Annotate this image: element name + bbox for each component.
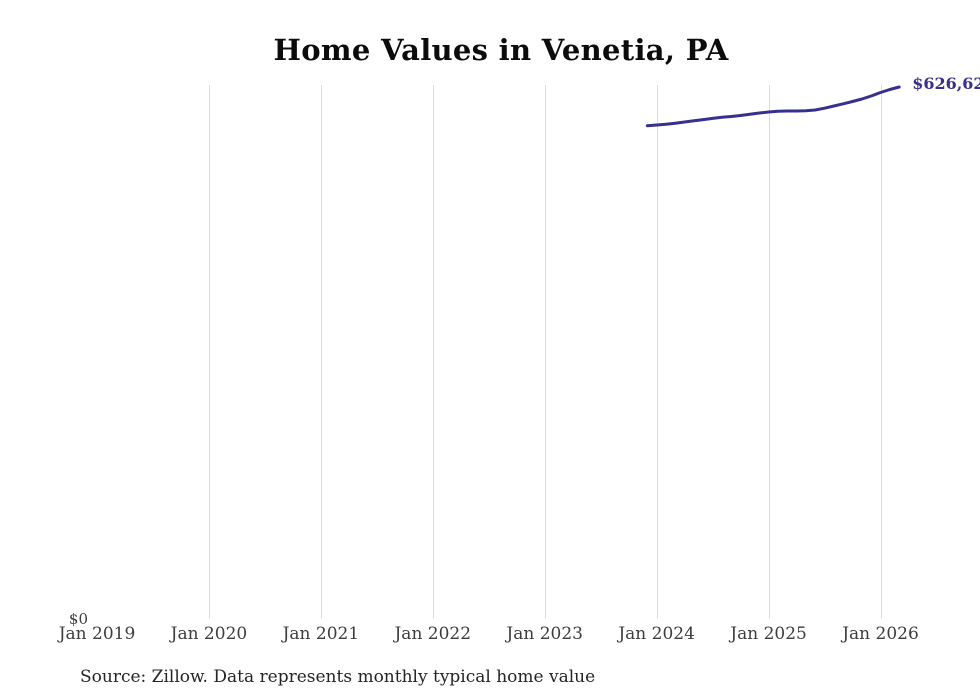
x-tick-label-2019: Jan 2019 [58, 624, 136, 644]
x-tick-label-2026: Jan 2026 [842, 624, 919, 644]
source-note: Source: Zillow. Data represents monthly … [80, 667, 596, 687]
x-tick-label-2023: Jan 2023 [506, 624, 584, 644]
x-tick-label-2021: Jan 2021 [282, 624, 360, 644]
x-tick-label-2025: Jan 2025 [730, 624, 807, 644]
chart-title: Home Values in Venetia, PA [273, 33, 729, 67]
year-gridlines [209, 85, 882, 618]
x-tick-label-2024: Jan 2024 [618, 624, 695, 644]
y-axis-zero-label: $0 [68, 610, 88, 628]
x-tick-label-2020: Jan 2020 [170, 624, 248, 644]
latest-value-label: $626,622 [912, 74, 980, 93]
home-value-line [645, 85, 901, 128]
x-tick-label-2022: Jan 2022 [394, 624, 472, 644]
